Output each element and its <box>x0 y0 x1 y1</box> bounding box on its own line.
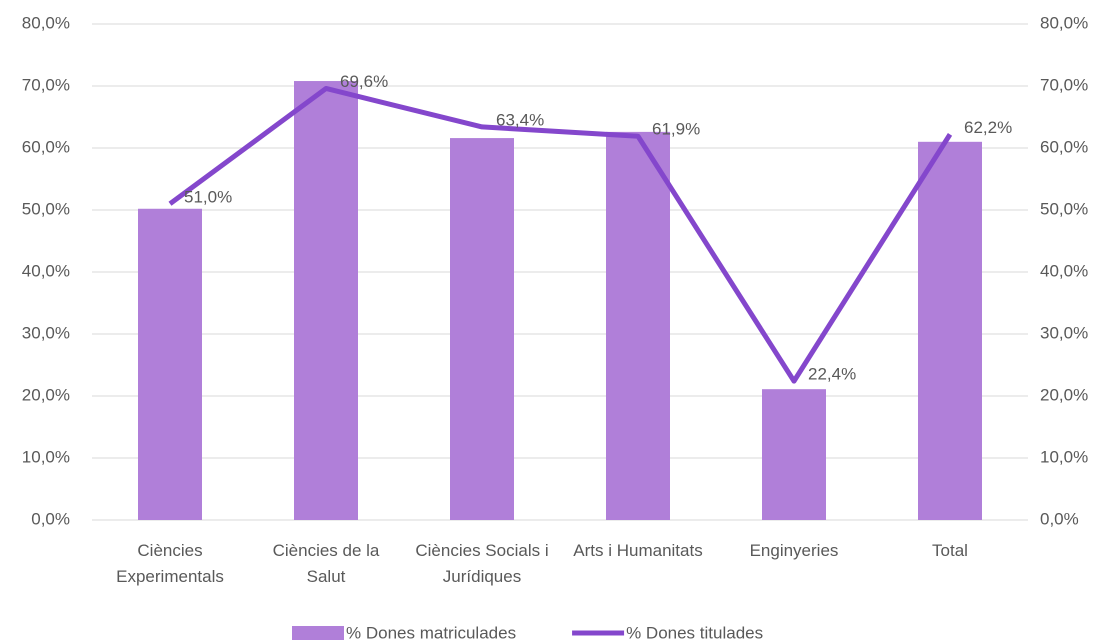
y-tick-label: 20,0% <box>22 385 70 404</box>
y-tick-label: 30,0% <box>22 323 70 342</box>
y2-tick-label: 10,0% <box>1040 447 1088 466</box>
y2-tick-label: 30,0% <box>1040 323 1088 342</box>
data-label: 63,4% <box>496 110 544 129</box>
data-label: 62,2% <box>964 118 1012 137</box>
y2-tick-label: 70,0% <box>1040 75 1088 94</box>
x-tick-label: Ciències Experimentals <box>116 541 224 586</box>
bar <box>450 138 514 520</box>
y-tick-label: 10,0% <box>22 447 70 466</box>
x-tick-label: Enginyeries <box>749 541 839 560</box>
y-tick-label: 50,0% <box>22 199 70 218</box>
y-tick-label: 60,0% <box>22 137 70 156</box>
y2-tick-label: 60,0% <box>1040 137 1088 156</box>
legend-label: % Dones matriculades <box>346 623 516 642</box>
data-label: 61,9% <box>652 120 700 139</box>
data-label: 51,0% <box>184 187 232 206</box>
x-tick-label: Total <box>932 541 968 560</box>
y2-tick-label: 0,0% <box>1040 509 1079 528</box>
y-tick-label: 0,0% <box>31 509 70 528</box>
bar <box>294 81 358 520</box>
x-tick-label: Arts i Humanitats <box>573 541 703 560</box>
y2-tick-label: 50,0% <box>1040 199 1088 218</box>
legend-swatch <box>292 626 344 640</box>
data-label: 22,4% <box>808 365 856 384</box>
bar <box>138 208 202 520</box>
y2-tick-label: 80,0% <box>1040 13 1088 32</box>
bar <box>918 141 982 521</box>
y-tick-label: 40,0% <box>22 261 70 280</box>
line <box>168 85 953 384</box>
bar <box>762 389 826 520</box>
y2-tick-label: 20,0% <box>1040 385 1088 404</box>
y-tick-label: 80,0% <box>22 13 70 32</box>
y2-tick-label: 40,0% <box>1040 261 1088 280</box>
x-tick-label: Ciències de la Salut <box>272 541 380 586</box>
y-tick-label: 70,0% <box>22 75 70 94</box>
legend-label: % Dones titulades <box>626 623 763 642</box>
data-label: 69,6% <box>340 72 388 91</box>
x-tick-label: Ciències Socials i Jurídiques <box>415 541 549 586</box>
bar <box>606 131 670 520</box>
